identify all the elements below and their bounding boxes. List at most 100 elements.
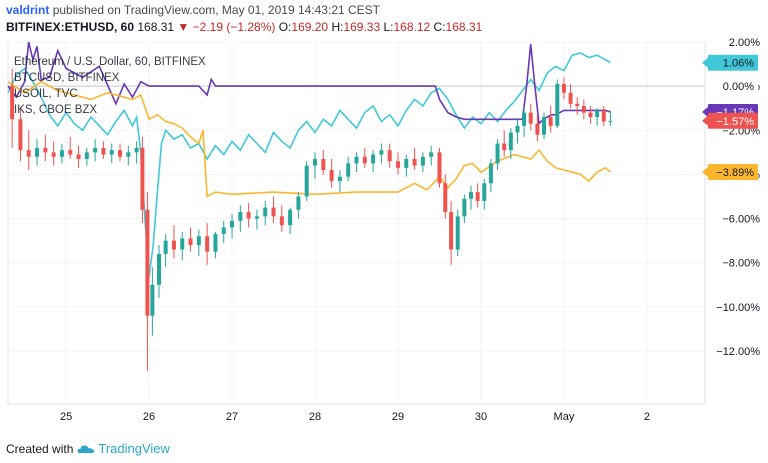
candle-body [528, 112, 533, 124]
x-tick-label: 27 [226, 411, 238, 423]
candle-body [134, 147, 139, 153]
candle-body [321, 158, 326, 171]
publish-info: valdrint published on TradingView.com, M… [6, 3, 380, 17]
legend-entry: IKS, CBOE BZX [14, 104, 97, 116]
price-label-pointer [702, 115, 708, 126]
price-label-box [708, 54, 758, 71]
low-label: L: [383, 20, 394, 34]
candle-body [35, 147, 40, 157]
price-label-box [708, 164, 758, 181]
candle-body [109, 150, 114, 155]
candle-body [188, 238, 193, 246]
y-tick-label: −8.00% [722, 258, 760, 270]
x-tick-label: 29 [392, 411, 404, 423]
tradingview-brand[interactable]: TradingView [98, 441, 170, 456]
candle-body [371, 154, 376, 164]
candle-body [412, 158, 417, 166]
x-tick-label: 25 [60, 411, 72, 423]
candle-body [263, 207, 268, 217]
candle-body [205, 236, 210, 252]
candle-body [68, 150, 73, 155]
price-label-pointer [702, 167, 708, 178]
price-label-pointer [702, 57, 708, 68]
candle-body [429, 152, 434, 157]
candle-body [443, 183, 448, 212]
candle-body [304, 165, 309, 197]
y-tick-label: 2.00% [729, 37, 760, 49]
candle-body [588, 112, 593, 118]
legend-entry: Ethereum / U.S. Dollar, 60, BITFINEX [14, 56, 206, 68]
candle-body [279, 216, 284, 226]
candle-body [288, 209, 293, 226]
x-tick-label: May [554, 411, 575, 423]
candle-body [495, 143, 500, 164]
candle-body [163, 240, 168, 254]
candle-body [462, 198, 467, 217]
candle-body [449, 211, 454, 250]
price-label-box [708, 112, 758, 129]
series-line-1 [7, 41, 611, 126]
candle-body [157, 253, 162, 285]
candle-body [346, 163, 351, 177]
candle-body [575, 103, 580, 107]
candle-body [221, 227, 226, 235]
created-with-text: Created with [6, 441, 74, 456]
candle-body [542, 117, 547, 135]
candle-body [101, 147, 106, 155]
candle-body [420, 156, 425, 166]
candle-body [296, 196, 301, 210]
candle-body [180, 238, 185, 250]
candle-body [535, 123, 540, 135]
candle-body [230, 220, 235, 228]
close-label: C: [433, 20, 446, 34]
candle-body [118, 150, 123, 157]
y-tick-label: −6.00% [722, 214, 760, 226]
candle-body [608, 120, 613, 122]
y-tick-label: −12.00% [716, 346, 760, 358]
author-link[interactable]: valdrint [6, 3, 50, 17]
candle-body [469, 192, 474, 199]
candle-body [581, 106, 586, 113]
candle-body [246, 211, 251, 219]
high-label: H: [331, 20, 344, 34]
candle-body [196, 236, 201, 246]
down-arrow-icon: ▼ [177, 20, 190, 34]
price-chart[interactable]: 252627282930May22.00%0.00%−2.00%−4.00%−6… [0, 36, 768, 434]
candle-body [59, 150, 64, 157]
candle-body [337, 176, 342, 182]
candle-body [126, 152, 131, 157]
series-line-0 [7, 52, 611, 277]
candle-body [18, 119, 23, 151]
candle-body [508, 132, 513, 151]
candle-body [213, 234, 218, 252]
legend-entry: BTCUSD, BITFINEX [14, 72, 120, 84]
candle-body [488, 163, 493, 184]
candle-body [51, 152, 56, 157]
candle-body [271, 207, 276, 217]
published-text: published on TradingView.com, May 01, 20… [52, 3, 381, 17]
price-label: 0.00% [723, 81, 754, 93]
candle-body [502, 143, 507, 151]
candle-body [76, 154, 81, 159]
candle-body [515, 125, 520, 133]
candle-body [26, 150, 31, 157]
candle-body [568, 92, 573, 104]
candle-body [171, 240, 176, 250]
price-label-box [708, 78, 758, 95]
candle-body [379, 150, 384, 155]
candle-body [145, 209, 150, 316]
price-label-pointer [702, 106, 708, 117]
x-tick-label: 30 [475, 411, 487, 423]
candle-body [555, 83, 560, 126]
candle-body [561, 83, 566, 93]
candle-body [313, 158, 318, 166]
candle-body [10, 86, 15, 120]
tradingview-cloud-icon [77, 444, 95, 453]
candle-body [475, 192, 480, 201]
symbol-name: BITFINEX:ETHUSD, 60 [6, 20, 135, 34]
candle-body [93, 147, 98, 153]
candle-body [404, 158, 409, 168]
last-price: 168.31 [137, 20, 175, 34]
candle-body [601, 110, 606, 122]
candle-body [522, 112, 527, 126]
